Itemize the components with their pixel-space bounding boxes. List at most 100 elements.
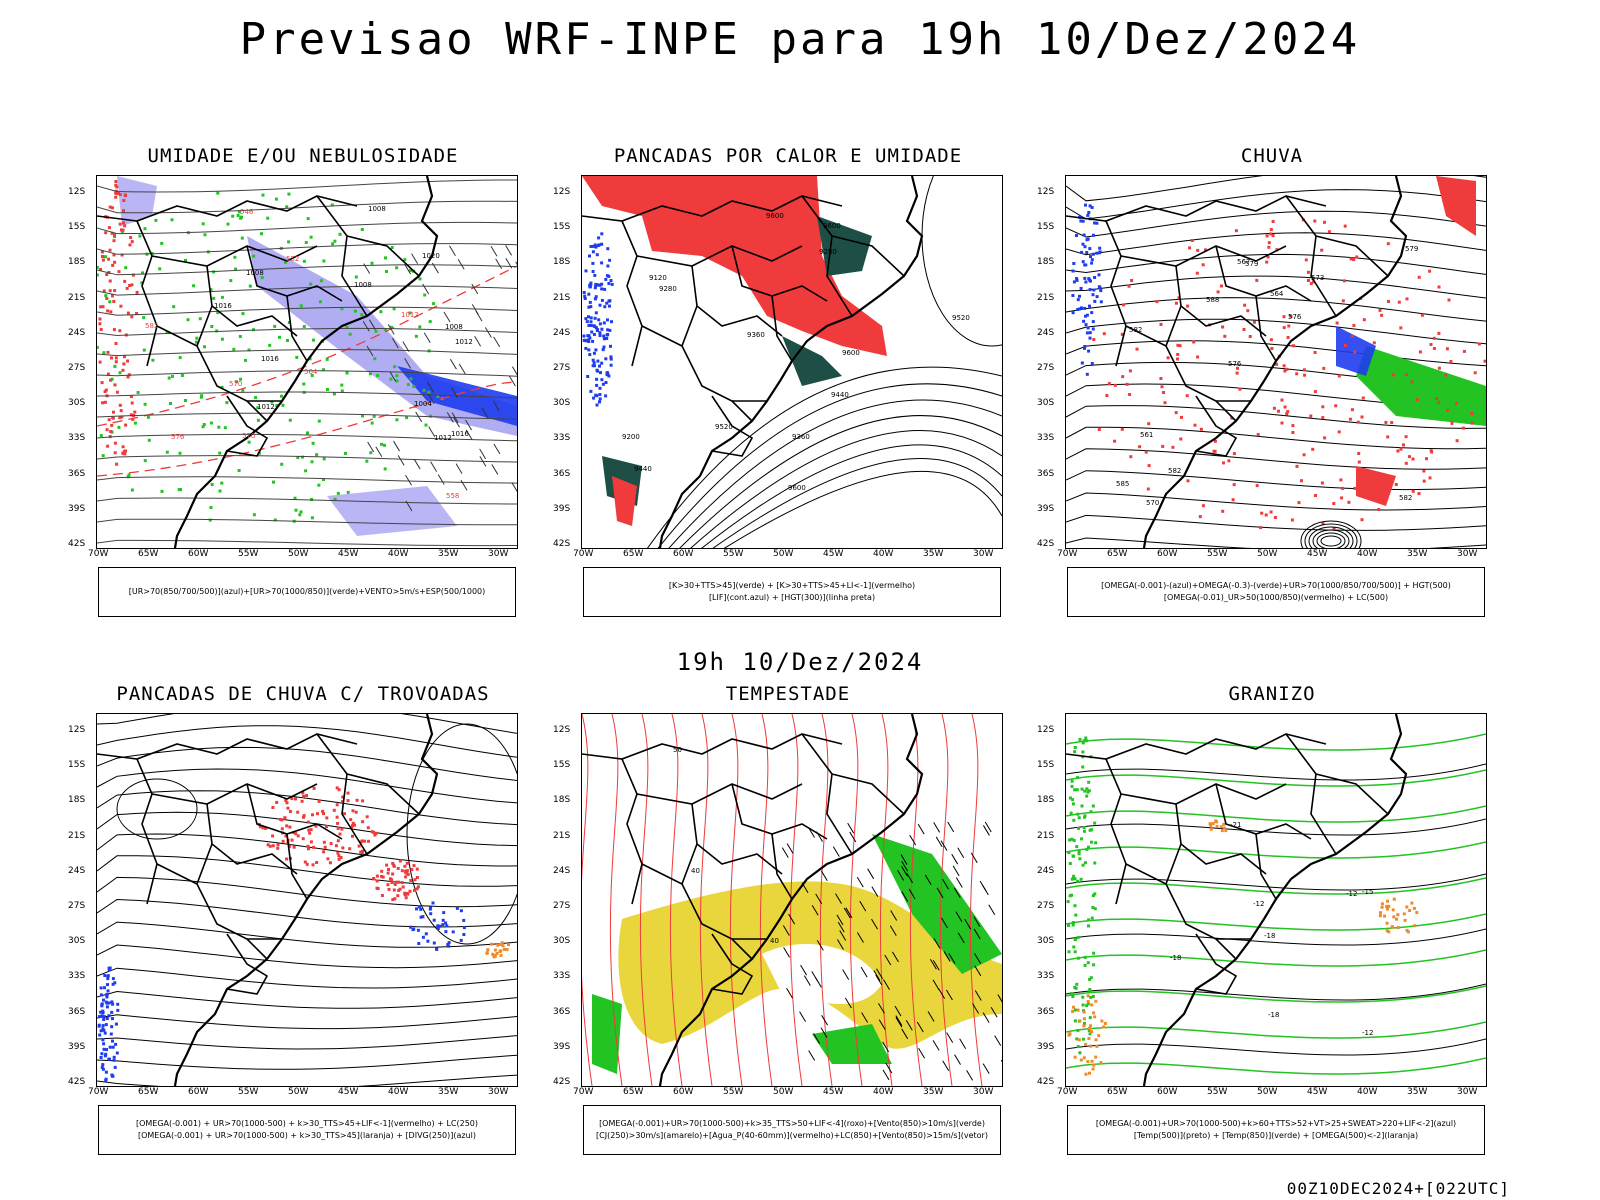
lat-tick: 30S bbox=[1037, 398, 1055, 409]
lon-tick: 35W bbox=[438, 549, 459, 559]
lat-tick: 27S bbox=[68, 363, 86, 373]
lon-tick: 60W bbox=[1157, 549, 1178, 559]
contour-label: 1016 bbox=[214, 302, 232, 310]
lon-tick: 50W bbox=[1257, 1087, 1278, 1097]
contour-label: 579 bbox=[1245, 260, 1258, 268]
contour-label: 1008 bbox=[368, 205, 386, 213]
panel-legend: [OMEGA(-0.001)-(azul)+OMEGA(-0.3)-(verde… bbox=[1067, 567, 1485, 617]
contour-label: 1012 bbox=[401, 311, 419, 319]
contour-label: 561 bbox=[1140, 431, 1153, 439]
lon-tick: 40W bbox=[1357, 1087, 1378, 1097]
legend-line: [OMEGA(-0.01)_UR>50(1000/850)(vermelho) … bbox=[1163, 593, 1389, 602]
lat-tick: 18S bbox=[1037, 795, 1055, 806]
lat-tick: 39S bbox=[68, 1041, 86, 1052]
map-canvas bbox=[97, 714, 517, 1086]
panel-legend: [OMEGA(-0.001) + UR>70(1000-500) + k>30_… bbox=[98, 1105, 516, 1155]
lat-tick: 18S bbox=[1037, 257, 1055, 268]
contour-label: 9120 bbox=[649, 274, 667, 282]
lat-tick: 12S bbox=[553, 725, 571, 735]
lon-tick: 30W bbox=[488, 549, 509, 559]
lon-tick: 40W bbox=[873, 1087, 894, 1097]
contour-label: 9280 bbox=[819, 248, 837, 256]
contour-label: 1016 bbox=[451, 430, 469, 438]
lon-tick: 30W bbox=[488, 1087, 509, 1097]
panel-title: UMIDADE E/OU NEBULOSIDADE bbox=[147, 145, 459, 167]
contour-label: 9600 bbox=[842, 349, 860, 357]
contour-label: 1012 bbox=[434, 434, 452, 442]
contour-label: 576 bbox=[1228, 360, 1242, 368]
legend-line: [OMEGA(-0.001)-(azul)+OMEGA(-0.3)-(verde… bbox=[1101, 581, 1451, 590]
map-canvas: 1008100810081012101610161012100810121020… bbox=[97, 176, 517, 548]
lat-tick: 30S bbox=[68, 398, 86, 409]
lon-tick: 50W bbox=[773, 1087, 794, 1097]
contour-label: 564 bbox=[304, 368, 318, 376]
panel-title: CHUVA bbox=[1240, 145, 1304, 167]
contour-label: 558 bbox=[446, 492, 459, 500]
lat-tick: 21S bbox=[553, 292, 571, 303]
lat-tick: 36S bbox=[1037, 1006, 1055, 1017]
lat-tick: 21S bbox=[68, 830, 86, 841]
contour-label: -12 bbox=[1253, 900, 1264, 908]
lon-tick: 50W bbox=[773, 549, 794, 559]
lon-tick: 60W bbox=[673, 1087, 694, 1097]
lat-tick: 30S bbox=[68, 936, 86, 947]
lon-tick: 65W bbox=[1107, 549, 1128, 559]
lat-tick: 39S bbox=[1037, 503, 1055, 514]
contour-label: -18 bbox=[1170, 954, 1181, 962]
lon-tick: 70W bbox=[573, 549, 594, 559]
lon-tick: 35W bbox=[1407, 1087, 1428, 1097]
lat-tick: 27S bbox=[68, 901, 86, 911]
lat-tick: 21S bbox=[68, 292, 86, 303]
map-canvas: -12 -12 -15 -18 -18 -21 -12 -18 bbox=[1066, 714, 1486, 1086]
lat-tick: 39S bbox=[553, 503, 571, 514]
lat-tick: 33S bbox=[1037, 433, 1055, 444]
lon-tick: 40W bbox=[873, 549, 894, 559]
contour-label: 576 bbox=[1288, 313, 1302, 321]
lon-tick: 65W bbox=[623, 549, 644, 559]
lat-tick: 12S bbox=[68, 725, 86, 735]
map-area bbox=[96, 713, 518, 1087]
lat-tick: 24S bbox=[68, 327, 86, 338]
lat-tick: 42S bbox=[553, 1077, 571, 1087]
contour-label: 582 bbox=[1399, 494, 1412, 502]
legend-line: [Temp(500)](preto) + [Temp(850)](verde) … bbox=[1133, 1131, 1419, 1140]
lat-tick: 27S bbox=[1037, 901, 1055, 911]
contour-label: -12 bbox=[1362, 1029, 1373, 1037]
map-area: 582 582 579 576 573 570 567 564 561 588 585 582 579 5… bbox=[1065, 175, 1487, 549]
contour-label: 1012 bbox=[455, 338, 473, 346]
lat-tick: 24S bbox=[553, 327, 571, 338]
mid-title: 19h 10/Dez/2024 bbox=[676, 648, 924, 676]
lon-tick: 35W bbox=[923, 549, 944, 559]
map-canvas: 9600 9600 9520 9600 9520 9440 9360 9280 9200 9120… bbox=[582, 176, 1002, 548]
lon-tick: 50W bbox=[288, 549, 309, 559]
contour-label: 1012 bbox=[257, 403, 275, 411]
lon-tick: 70W bbox=[573, 1087, 594, 1097]
lat-tick: 42S bbox=[553, 539, 571, 549]
contour-label: 9360 bbox=[792, 433, 810, 441]
lat-tick: 24S bbox=[553, 865, 571, 876]
contour-label: 570 bbox=[1146, 499, 1159, 507]
lon-tick: 50W bbox=[288, 1087, 309, 1097]
lat-tick: 36S bbox=[68, 1006, 86, 1017]
lat-tick: 36S bbox=[553, 1006, 571, 1017]
contour-label: 546 bbox=[240, 208, 254, 216]
lon-tick: 55W bbox=[723, 1087, 744, 1097]
contour-label: -12 bbox=[1346, 890, 1357, 898]
panel-tempestade: TEMPESTADE 12S 15S 18S 21S 24S 27S 30S 33S 36S 39S… bbox=[553, 683, 1023, 1173]
panel-umidade: UMIDADE E/OU NEBULOSIDADE 12S 15S 18S 21S 24S… bbox=[68, 145, 538, 635]
contour-label: 582 bbox=[1168, 467, 1181, 475]
lat-tick: 12S bbox=[553, 187, 571, 197]
lon-tick: 30W bbox=[973, 1087, 994, 1097]
run-footer: 00Z10DEC2024+[022UTC] bbox=[1286, 1179, 1510, 1198]
contour-label: 582 bbox=[145, 322, 158, 330]
panel-chuva: CHUVA 12S 15S 18S 21S 24S 27S 30S 33S 36S 39S 42S 58… bbox=[1037, 145, 1507, 635]
legend-line: [OMEGA(-0.001)+UR>70(1000-500)+k>35_TTS>… bbox=[599, 1119, 985, 1128]
lon-tick: 65W bbox=[138, 549, 159, 559]
panel-title: GRANIZO bbox=[1228, 683, 1316, 705]
contour-label: 40 bbox=[691, 867, 700, 875]
lat-tick: 30S bbox=[553, 936, 571, 947]
lon-tick: 30W bbox=[1457, 549, 1478, 559]
lon-tick: 40W bbox=[388, 549, 409, 559]
lat-tick: 21S bbox=[1037, 292, 1055, 303]
contour-label: 1016 bbox=[261, 355, 279, 363]
